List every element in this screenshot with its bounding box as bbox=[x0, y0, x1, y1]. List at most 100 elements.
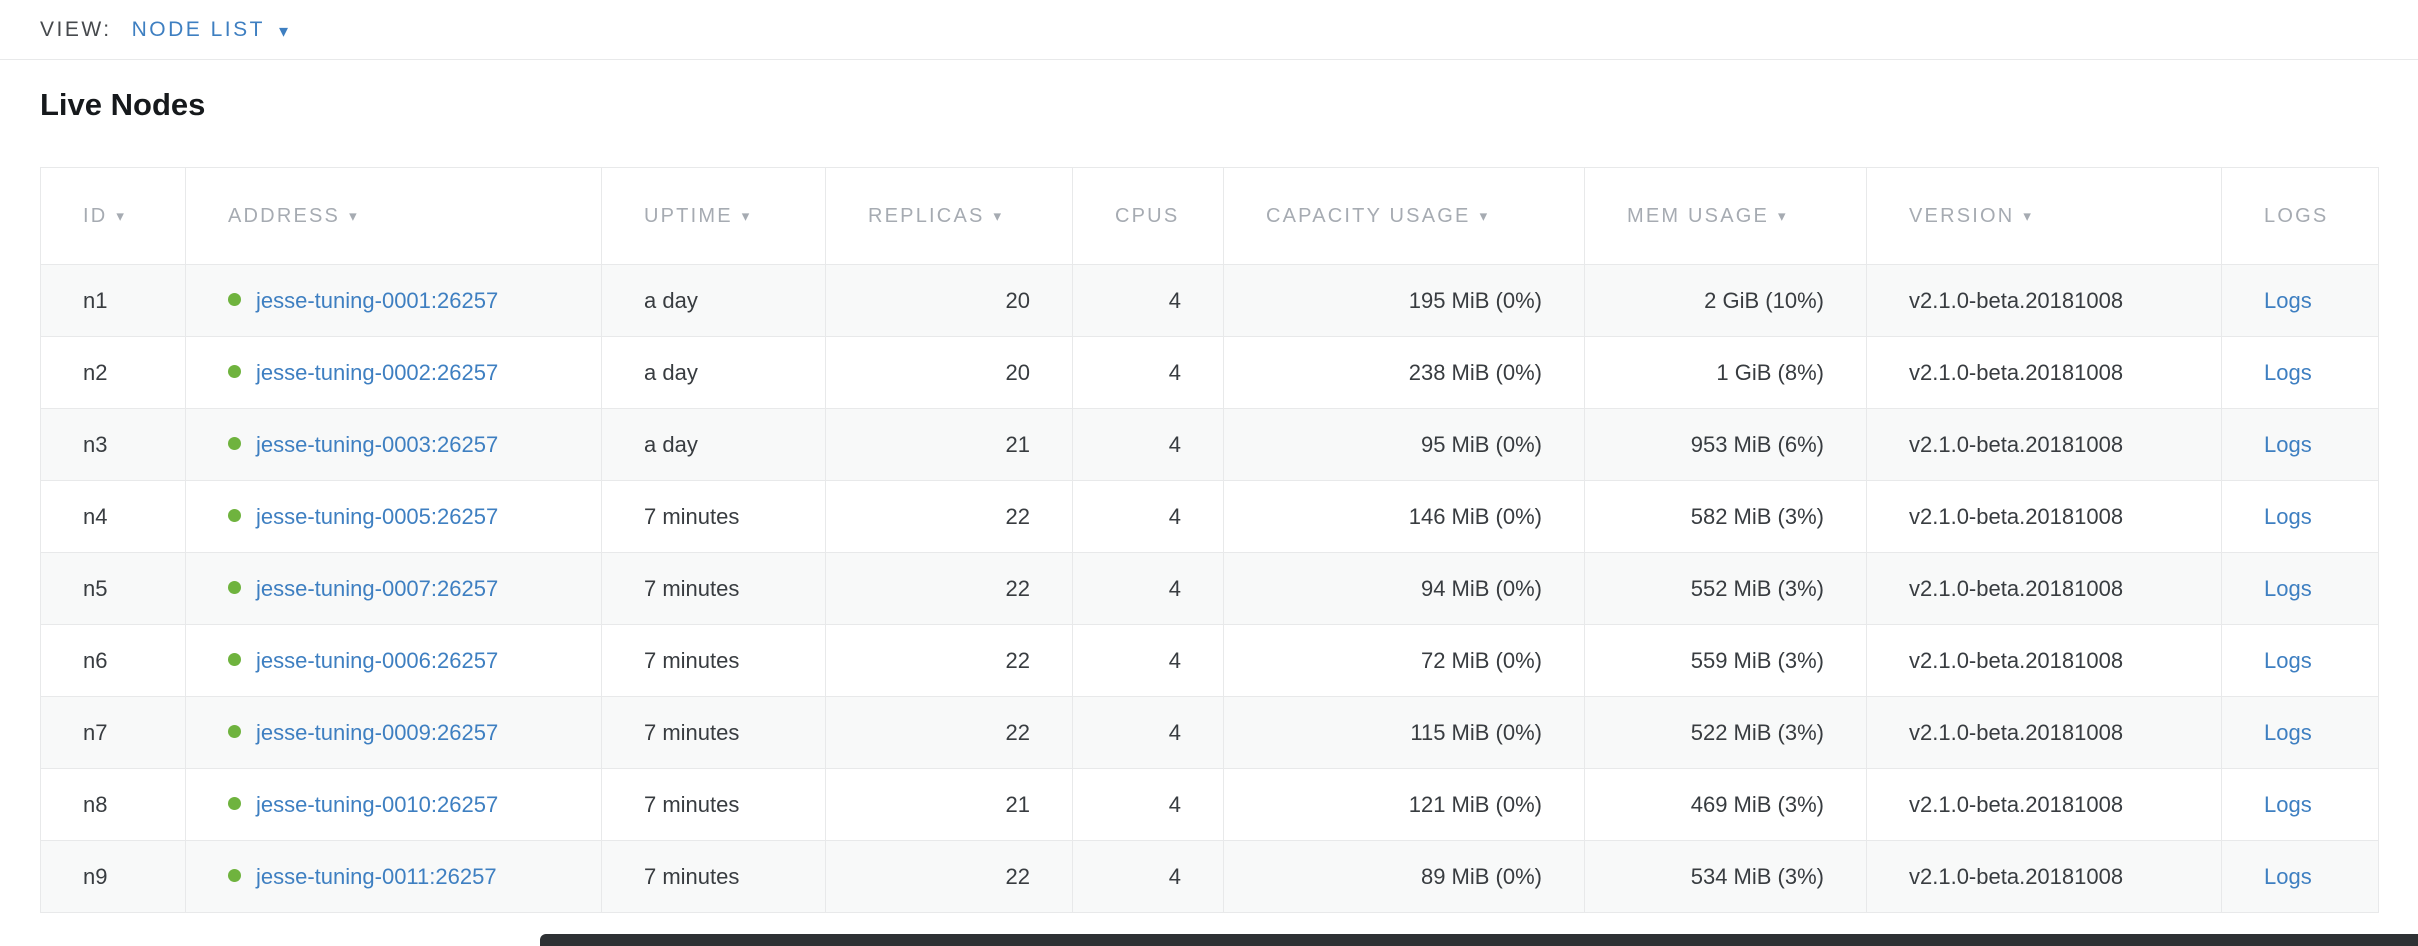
column-label: ADDRESS bbox=[228, 204, 341, 227]
node-cpus-cell: 4 bbox=[1072, 480, 1224, 553]
node-address-link[interactable]: jesse-tuning-0007:26257 bbox=[256, 575, 499, 601]
node-cpus-cell: 4 bbox=[1072, 336, 1224, 409]
table-body: n1 jesse-tuning-0001:26257 a day 20 4 195 MiB… bbox=[40, 264, 2379, 913]
sort-caret-icon: ▾ bbox=[116, 207, 127, 225]
live-status-dot-icon bbox=[228, 581, 241, 595]
live-status-dot-icon bbox=[228, 293, 241, 307]
node-logs-link[interactable]: Logs bbox=[2264, 503, 2312, 529]
node-address-link[interactable]: jesse-tuning-0001:26257 bbox=[256, 287, 499, 313]
node-uptime-cell: 7 minutes bbox=[601, 480, 826, 553]
node-logs-link[interactable]: Logs bbox=[2264, 863, 2312, 889]
node-address-cell: jesse-tuning-0005:26257 bbox=[185, 480, 602, 553]
sort-caret-icon: ▾ bbox=[2023, 207, 2034, 225]
node-capacity_usage-cell: 195 MiB (0%) bbox=[1223, 264, 1585, 337]
node-address-link[interactable]: jesse-tuning-0011:26257 bbox=[256, 863, 497, 889]
node-logs-link[interactable]: Logs bbox=[2264, 719, 2312, 745]
node-address-cell: jesse-tuning-0010:26257 bbox=[185, 768, 602, 841]
column-header-capacity_usage[interactable]: CAPACITY USAGE ▾ bbox=[1223, 167, 1585, 265]
node-address-link[interactable]: jesse-tuning-0005:26257 bbox=[256, 503, 499, 529]
node-cpus-cell: 4 bbox=[1072, 408, 1224, 481]
node-mem_usage-cell: 469 MiB (3%) bbox=[1584, 768, 1867, 841]
node-id-cell: n6 bbox=[40, 624, 186, 697]
node-uptime-cell: 7 minutes bbox=[601, 696, 826, 769]
node-uptime-cell: 7 minutes bbox=[601, 768, 826, 841]
node-capacity_usage-cell: 94 MiB (0%) bbox=[1223, 552, 1585, 625]
node-logs-link[interactable]: Logs bbox=[2264, 791, 2312, 817]
page-title: Live Nodes bbox=[40, 87, 206, 122]
caret-down-icon: ▾ bbox=[278, 20, 291, 41]
node-version-cell: v2.1.0-beta.20181008 bbox=[1866, 552, 2222, 625]
node-logs-cell: Logs bbox=[2221, 336, 2379, 409]
node-row-n5: n5 jesse-tuning-0007:26257 7 minutes 22 4 94 … bbox=[40, 552, 2379, 625]
node-uptime-cell: a day bbox=[601, 264, 826, 337]
sort-caret-icon: ▾ bbox=[1778, 207, 1788, 225]
node-uptime-cell: 7 minutes bbox=[601, 552, 826, 625]
sort-caret-icon: ▾ bbox=[349, 207, 359, 225]
node-version-cell: v2.1.0-beta.20181008 bbox=[1866, 840, 2222, 913]
column-header-uptime[interactable]: UPTIME ▾ bbox=[601, 167, 826, 265]
node-cpus-cell: 4 bbox=[1072, 768, 1224, 841]
node-logs-cell: Logs bbox=[2221, 624, 2379, 697]
node-uptime-cell: 7 minutes bbox=[601, 840, 826, 913]
node-address-cell: jesse-tuning-0006:26257 bbox=[185, 624, 602, 697]
node-id-cell: n3 bbox=[40, 408, 186, 481]
node-address-link[interactable]: jesse-tuning-0010:26257 bbox=[256, 791, 499, 817]
node-replicas-cell: 22 bbox=[825, 552, 1073, 625]
column-label: UPTIME bbox=[644, 204, 733, 227]
node-capacity_usage-cell: 72 MiB (0%) bbox=[1223, 624, 1585, 697]
node-id-cell: n8 bbox=[40, 768, 186, 841]
node-uptime-cell: 7 minutes bbox=[601, 624, 826, 697]
node-mem_usage-cell: 582 MiB (3%) bbox=[1584, 480, 1867, 553]
view-selector-dropdown[interactable]: NODE LIST ▾ bbox=[132, 18, 291, 42]
node-version-cell: v2.1.0-beta.20181008 bbox=[1866, 624, 2222, 697]
node-address-cell: jesse-tuning-0007:26257 bbox=[185, 552, 602, 625]
node-logs-cell: Logs bbox=[2221, 696, 2379, 769]
node-uptime-cell: a day bbox=[601, 408, 826, 481]
node-logs-link[interactable]: Logs bbox=[2264, 287, 2312, 313]
node-version-cell: v2.1.0-beta.20181008 bbox=[1866, 408, 2222, 481]
node-mem_usage-cell: 522 MiB (3%) bbox=[1584, 696, 1867, 769]
node-mem_usage-cell: 559 MiB (3%) bbox=[1584, 624, 1867, 697]
column-label: CAPACITY USAGE bbox=[1266, 204, 1471, 227]
column-header-id[interactable]: ID ▾ bbox=[40, 167, 186, 265]
node-version-cell: v2.1.0-beta.20181008 bbox=[1866, 336, 2222, 409]
live-status-dot-icon bbox=[228, 653, 241, 667]
column-header-replicas[interactable]: REPLICAS ▾ bbox=[825, 167, 1073, 265]
live-status-dot-icon bbox=[228, 437, 241, 451]
column-header-cpus: CPUS bbox=[1072, 167, 1224, 265]
node-replicas-cell: 22 bbox=[825, 480, 1073, 553]
node-replicas-cell: 20 bbox=[825, 336, 1073, 409]
node-replicas-cell: 21 bbox=[825, 408, 1073, 481]
column-header-address[interactable]: ADDRESS ▾ bbox=[185, 167, 602, 265]
node-version-cell: v2.1.0-beta.20181008 bbox=[1866, 480, 2222, 553]
node-address-link[interactable]: jesse-tuning-0003:26257 bbox=[256, 431, 499, 457]
node-mem_usage-cell: 2 GiB (10%) bbox=[1584, 264, 1867, 337]
node-logs-link[interactable]: Logs bbox=[2264, 359, 2312, 385]
node-logs-cell: Logs bbox=[2221, 264, 2379, 337]
node-cpus-cell: 4 bbox=[1072, 624, 1224, 697]
node-replicas-cell: 21 bbox=[825, 768, 1073, 841]
node-logs-link[interactable]: Logs bbox=[2264, 647, 2312, 673]
column-header-logs: LOGS bbox=[2221, 167, 2379, 265]
node-address-link[interactable]: jesse-tuning-0009:26257 bbox=[256, 719, 499, 745]
node-capacity_usage-cell: 95 MiB (0%) bbox=[1223, 408, 1585, 481]
node-id-cell: n7 bbox=[40, 696, 186, 769]
node-logs-link[interactable]: Logs bbox=[2264, 431, 2312, 457]
node-logs-link[interactable]: Logs bbox=[2264, 575, 2312, 601]
column-header-version[interactable]: VERSION ▾ bbox=[1866, 167, 2222, 265]
node-replicas-cell: 20 bbox=[825, 264, 1073, 337]
node-address-cell: jesse-tuning-0002:26257 bbox=[185, 336, 602, 409]
node-cpus-cell: 4 bbox=[1072, 696, 1224, 769]
node-cpus-cell: 4 bbox=[1072, 840, 1224, 913]
node-version-cell: v2.1.0-beta.20181008 bbox=[1866, 696, 2222, 769]
node-address-link[interactable]: jesse-tuning-0002:26257 bbox=[256, 359, 499, 385]
live-status-dot-icon bbox=[228, 797, 241, 811]
node-address-cell: jesse-tuning-0011:26257 bbox=[185, 840, 602, 913]
column-header-mem_usage[interactable]: MEM USAGE ▾ bbox=[1584, 167, 1867, 265]
bottom-partial-bar bbox=[540, 934, 2418, 946]
view-label: VIEW: bbox=[40, 17, 112, 41]
column-label: REPLICAS bbox=[868, 204, 985, 227]
view-bar: VIEW: NODE LIST ▾ bbox=[0, 0, 2418, 60]
node-address-link[interactable]: jesse-tuning-0006:26257 bbox=[256, 647, 499, 673]
node-capacity_usage-cell: 115 MiB (0%) bbox=[1223, 696, 1585, 769]
